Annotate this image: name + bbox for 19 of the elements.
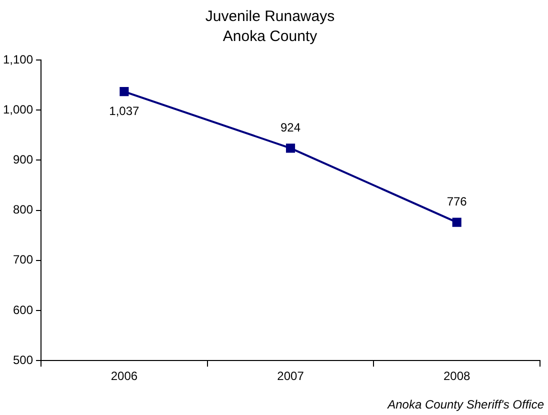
- y-tick-label: 500: [13, 352, 34, 367]
- y-tick-label: 1,000: [3, 102, 34, 116]
- y-tick-label: 800: [13, 202, 34, 217]
- data-label: 924: [280, 120, 301, 134]
- text: Anoka County Sheriff's Office: [386, 397, 544, 412]
- y-tick-label: 700: [13, 252, 34, 267]
- y-tick-label: 600: [13, 302, 34, 317]
- y-tick-label: 900: [13, 152, 34, 167]
- point: [286, 144, 296, 153]
- x-tick-label: 2007: [277, 369, 304, 384]
- point: [452, 218, 462, 227]
- x-tick-label: 2006: [110, 369, 138, 384]
- y-tick-label: 1,100: [3, 52, 34, 66]
- point: [120, 87, 129, 96]
- data-label: 1,037: [109, 104, 140, 118]
- data-label: 776: [446, 194, 468, 209]
- chart-subtitle: Anoka County: [222, 28, 318, 46]
- chart-title: Juvenile Runaways: [205, 8, 335, 26]
- x-tick-label: 2008: [443, 369, 471, 384]
